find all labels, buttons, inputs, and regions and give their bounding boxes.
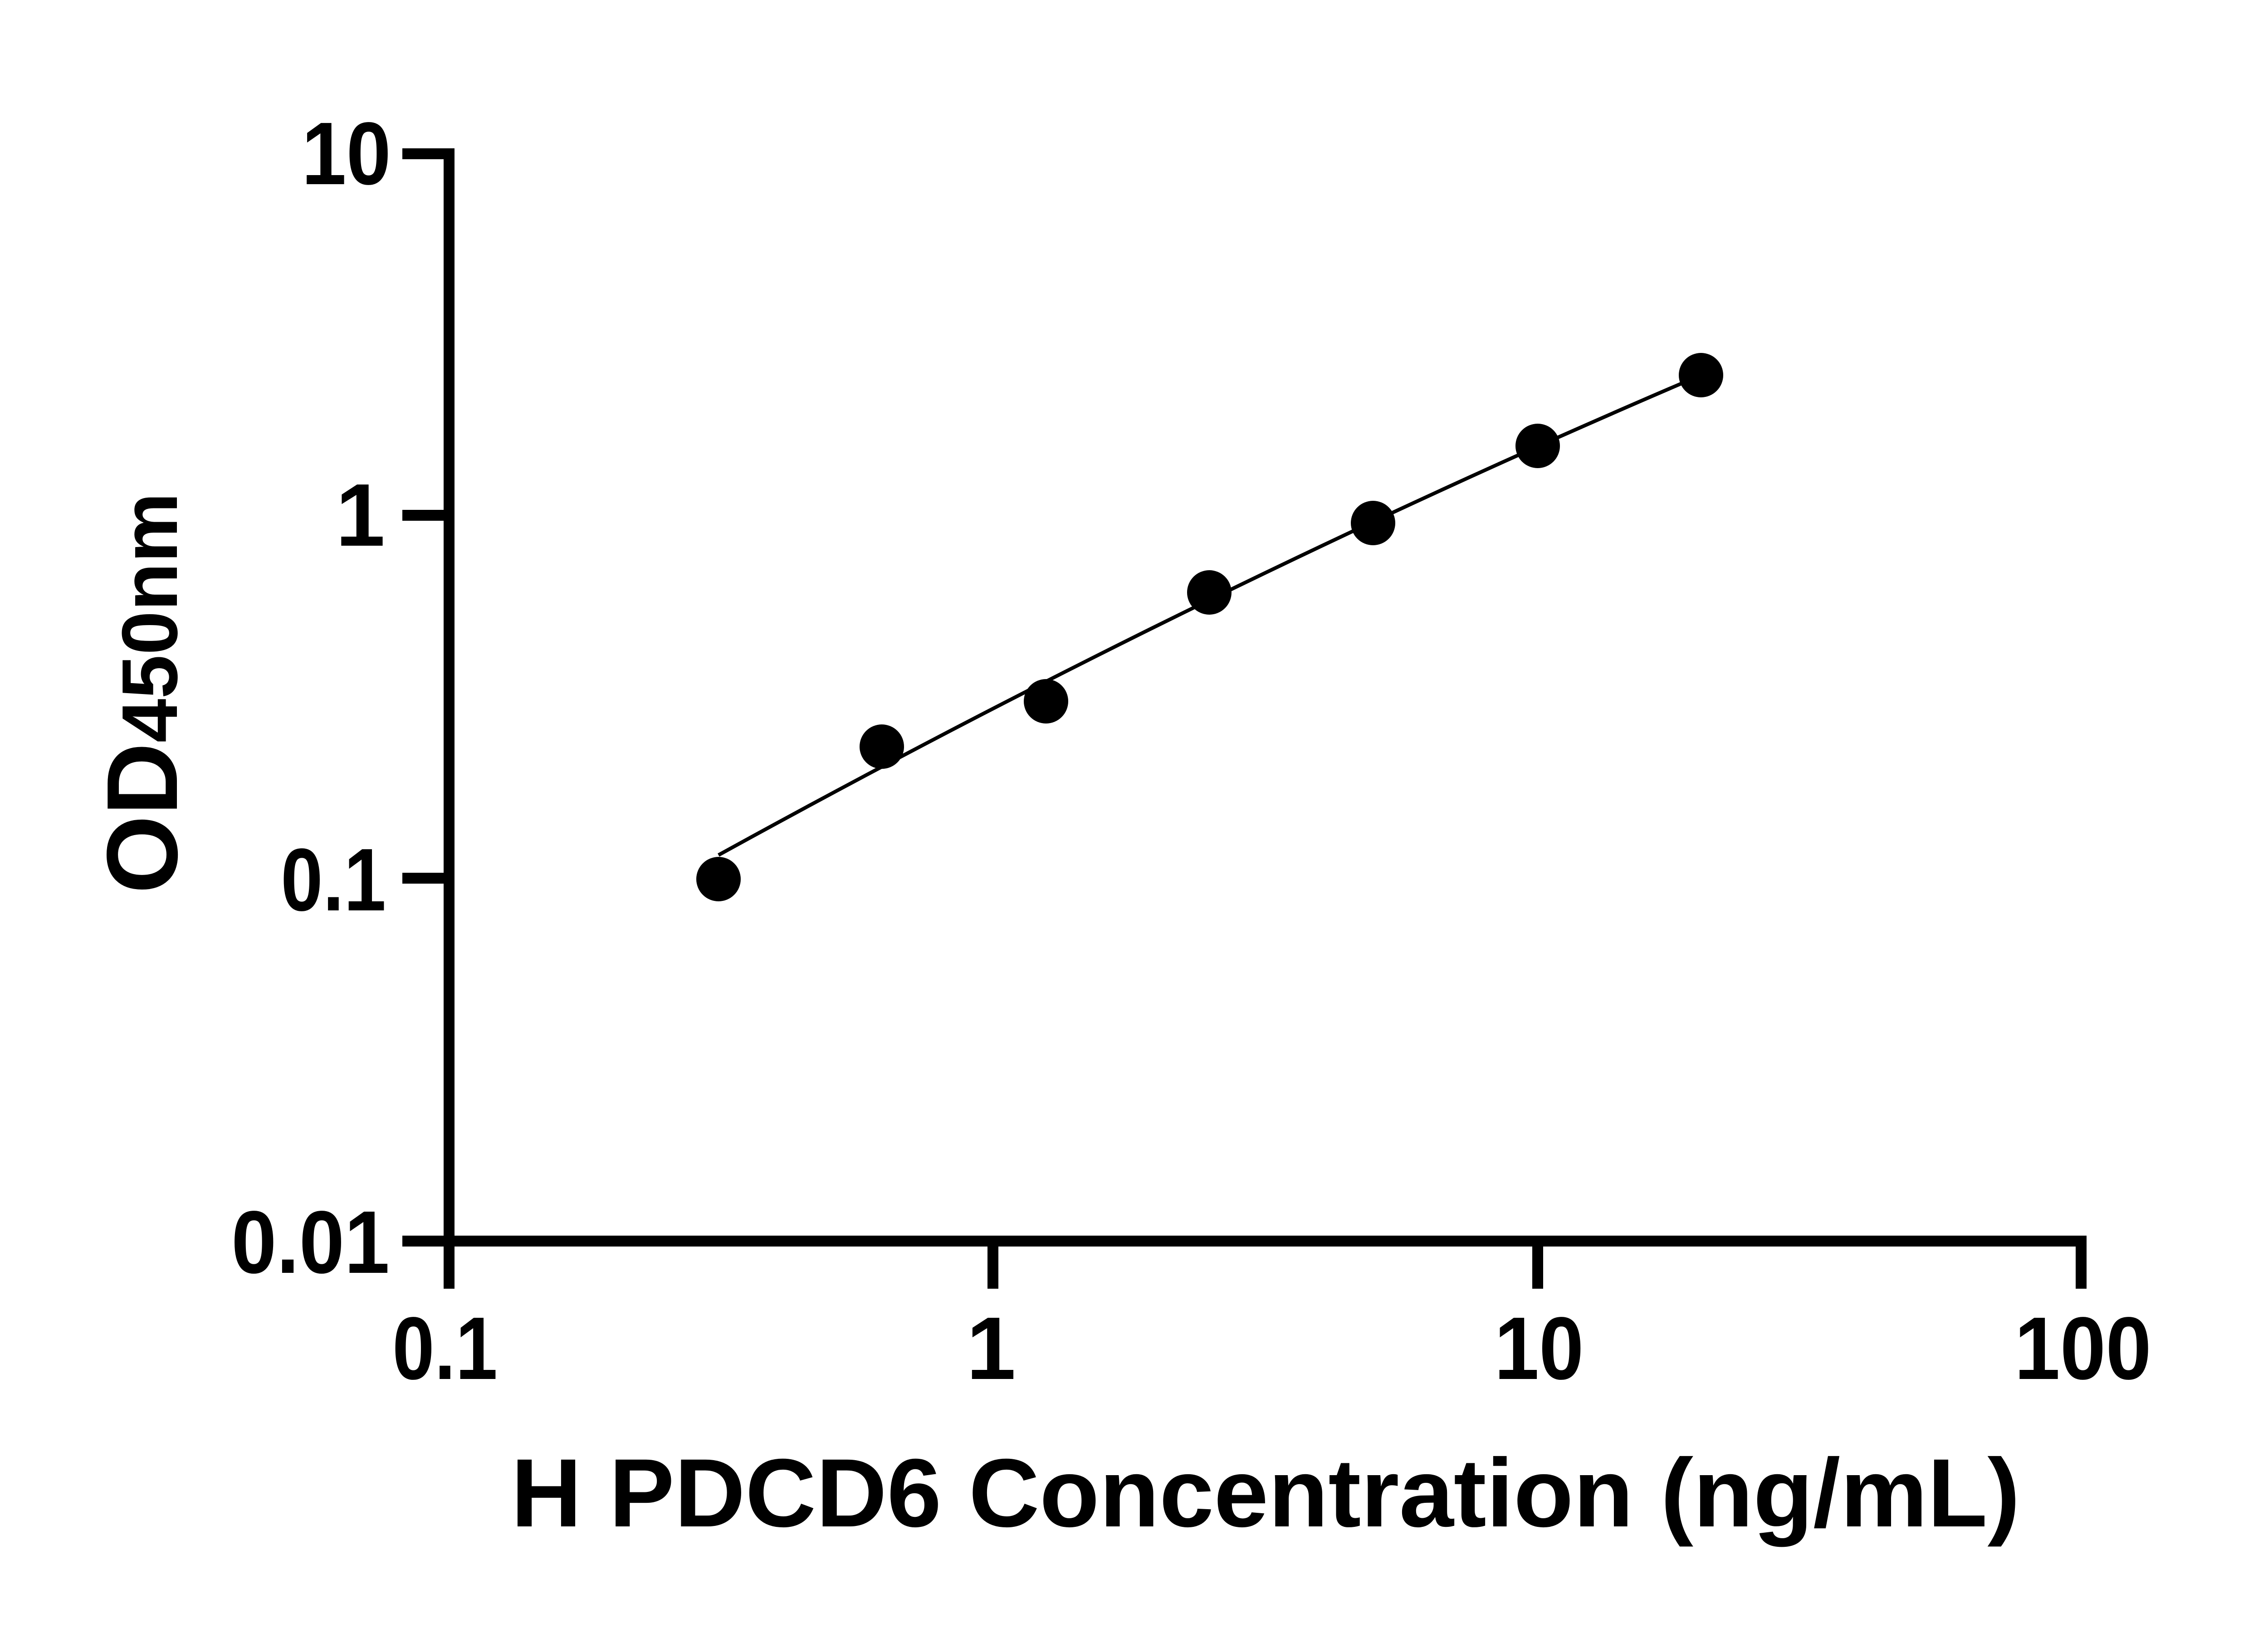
svg-text:10: 10 — [302, 104, 391, 203]
svg-text:0.1: 0.1 — [281, 830, 386, 929]
svg-text:1: 1 — [966, 1299, 1016, 1398]
svg-text:100: 100 — [2014, 1299, 2151, 1398]
svg-text:0.01: 0.01 — [231, 1193, 390, 1292]
svg-text:OD450nm: OD450nm — [86, 493, 199, 894]
svg-text:H PDCD6 Concentration (ng/mL): H PDCD6 Concentration (ng/mL) — [511, 1439, 2020, 1547]
svg-text:1: 1 — [336, 465, 385, 565]
svg-text:0.1: 0.1 — [392, 1299, 498, 1398]
svg-text:10: 10 — [1495, 1299, 1584, 1398]
